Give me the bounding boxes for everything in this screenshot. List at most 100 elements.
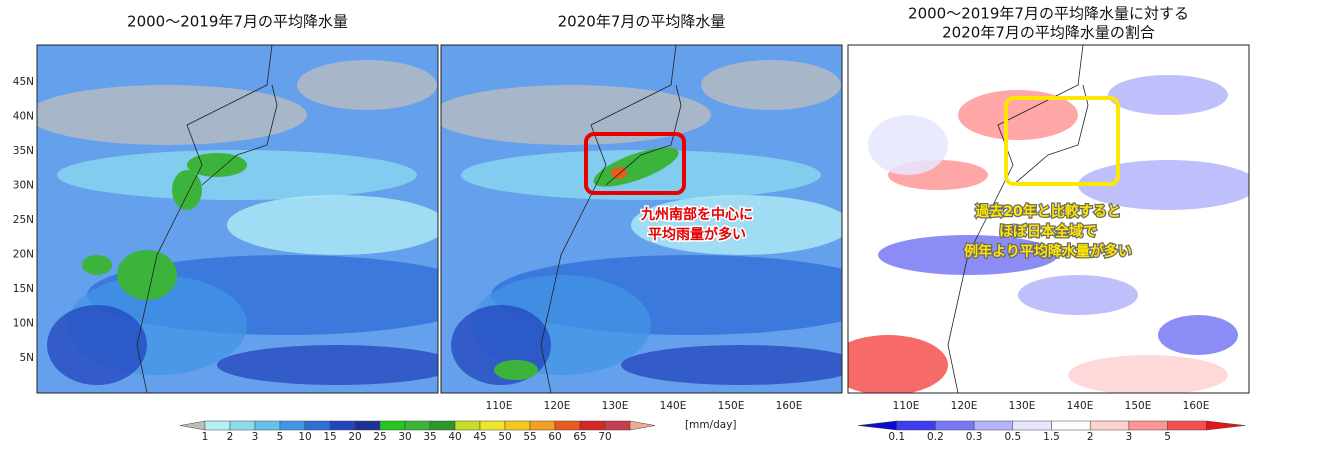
- map-panel: [37, 45, 438, 393]
- longitude-label: 150E: [1125, 400, 1152, 412]
- colorbar-segment: [379, 420, 406, 431]
- panel-title: 2020年7月の平均降水量: [558, 13, 726, 31]
- longitude-label: 150E: [718, 400, 745, 412]
- heavy-precip: [494, 360, 538, 380]
- colorbar-segment: [329, 420, 356, 431]
- heavy-precip: [82, 255, 112, 275]
- colorbar-segment: [254, 420, 281, 431]
- colorbar-segment: [554, 420, 581, 431]
- latitude-label: 20N: [13, 249, 34, 261]
- colorbar-label: 70: [598, 431, 611, 443]
- colorbar-label: 5: [277, 431, 284, 443]
- heavy-precip: [172, 170, 202, 210]
- heavy-precip: [117, 250, 177, 300]
- ratio-area: [1018, 275, 1138, 315]
- precip-area: [37, 85, 307, 145]
- coastline: [540, 45, 677, 393]
- colorbar-label: 50: [498, 431, 511, 443]
- map-panel: [441, 45, 842, 393]
- colorbar-segment: [896, 420, 936, 431]
- panel-title: 2000～2019年7月の平均降水量: [127, 13, 348, 31]
- colorbar-label: 45: [473, 431, 486, 443]
- latitude-label: 25N: [13, 214, 34, 226]
- japan-coast: [605, 84, 682, 186]
- colorbar-segment: [479, 420, 506, 431]
- ratio-area: [1108, 75, 1228, 115]
- colorbar-label: 0.2: [927, 431, 944, 443]
- colorbar-label: 10: [298, 431, 311, 443]
- precip-area: [297, 60, 437, 110]
- colorbar-segment: [604, 420, 631, 431]
- coastline: [947, 45, 1084, 393]
- colorbar-segment: [1051, 420, 1091, 431]
- colorbar-segment: [1089, 420, 1130, 431]
- ratio-area: [1078, 160, 1249, 210]
- colorbar-segment: [304, 420, 331, 431]
- colorbar-segment: [429, 420, 456, 431]
- precip-area: [57, 150, 417, 200]
- annotation: ほぼ日本全域で: [999, 223, 1097, 240]
- colorbar-arrow: [857, 420, 897, 431]
- colorbar-label: 2: [1087, 431, 1094, 443]
- heavy-precip: [187, 153, 247, 177]
- highlight-box: [584, 132, 686, 195]
- longitude-label: 140E: [1067, 400, 1094, 412]
- longitude-label: 110E: [486, 400, 513, 412]
- colorbar-label: 35: [423, 431, 436, 443]
- colorbar-segment: [1128, 420, 1168, 431]
- coastline: [136, 45, 273, 393]
- latitude-label: 40N: [13, 111, 34, 123]
- latitude-label: 45N: [13, 76, 34, 88]
- colorbar-segment: [935, 420, 975, 431]
- longitude-label: 120E: [544, 400, 571, 412]
- colorbar-segment: [229, 420, 256, 431]
- annotation: 例年より平均降水量が多い: [964, 243, 1132, 260]
- latitude-label: 15N: [13, 283, 34, 295]
- annotation: 平均雨量が多い: [648, 226, 746, 243]
- colorbar-segment: [279, 420, 306, 431]
- map-panel: [848, 45, 1249, 393]
- colorbar-label: 55: [523, 431, 536, 443]
- longitude-label: 120E: [951, 400, 978, 412]
- annotation: 九州南部を中心に: [640, 206, 753, 223]
- precip-area: [621, 345, 842, 385]
- colorbar-segment: [404, 420, 431, 431]
- colorbar-label: 25: [373, 431, 386, 443]
- precip-area: [217, 345, 438, 385]
- longitude-label: 160E: [1183, 400, 1210, 412]
- colorbar-label: 0.3: [966, 431, 983, 443]
- longitude-label: 160E: [776, 400, 803, 412]
- ratio-area: [1158, 315, 1238, 355]
- precip-area: [441, 85, 711, 145]
- precip-area: [631, 195, 842, 255]
- map-frame: [847, 44, 1250, 394]
- longitude-label: 130E: [602, 400, 629, 412]
- colorbar-arrow: [179, 420, 206, 431]
- colorbar-label: 5: [1164, 431, 1171, 443]
- colorbar-segment: [529, 420, 556, 431]
- colorbar-label: 3: [1126, 431, 1133, 443]
- colorbar-arrow: [1206, 420, 1246, 431]
- colorbar-label: 20: [348, 431, 361, 443]
- colorbar-segment: [973, 420, 1014, 431]
- colorbar-segment: [1012, 420, 1052, 431]
- latitude-label: 35N: [13, 145, 34, 157]
- panel-title: 2020年7月の平均降水量の割合: [942, 24, 1155, 42]
- colorbar-segment: [504, 420, 531, 431]
- colorbar-unit: [mm/day]: [685, 419, 737, 431]
- latitude-label: 5N: [19, 352, 34, 364]
- ratio-area: [868, 115, 948, 175]
- panel-title: 2000～2019年7月の平均降水量に対する: [908, 5, 1189, 23]
- longitude-label: 130E: [1009, 400, 1036, 412]
- map-frame: [36, 44, 439, 394]
- colorbar-label: 60: [548, 431, 561, 443]
- colorbar-label: 1.5: [1043, 431, 1060, 443]
- colorbar-label: 3: [252, 431, 259, 443]
- ratio-area: [848, 335, 948, 393]
- colorbar-arrow: [629, 420, 656, 431]
- colorbar-segment: [579, 420, 606, 431]
- japan-coast: [201, 84, 278, 186]
- map-frame: [440, 44, 843, 394]
- colorbar-label: 30: [398, 431, 411, 443]
